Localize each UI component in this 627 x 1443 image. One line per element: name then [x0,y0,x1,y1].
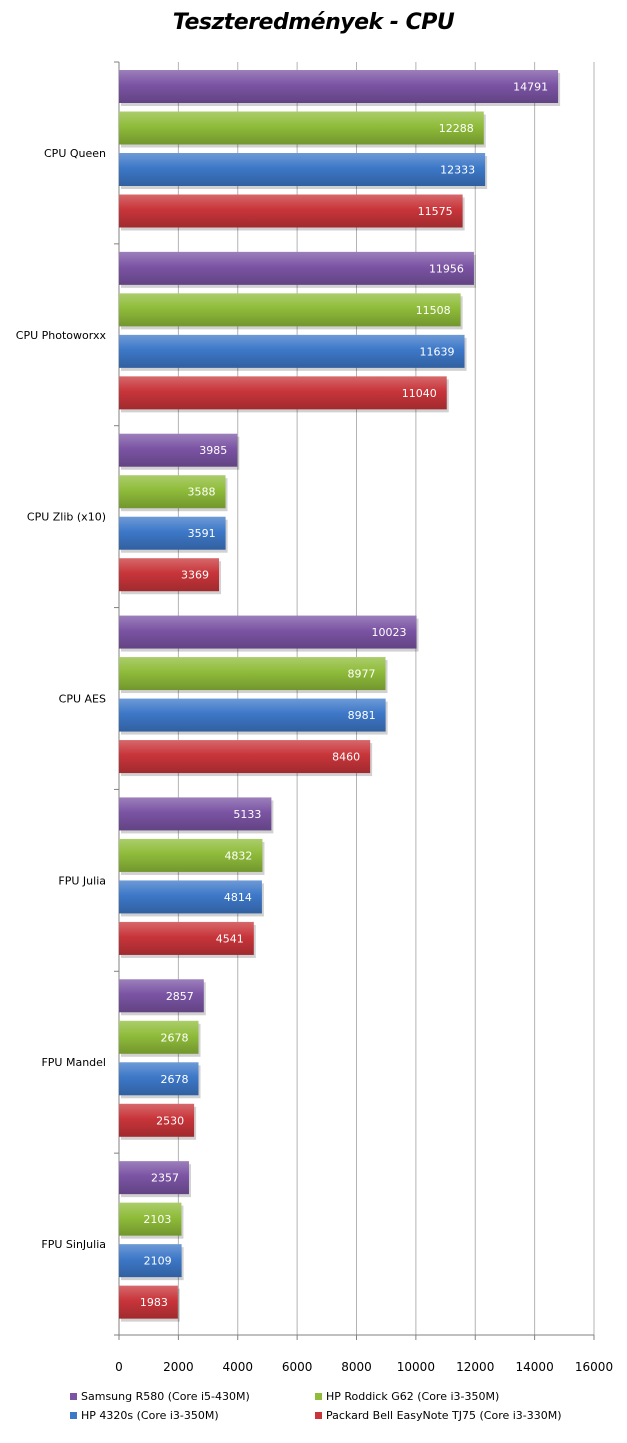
bar [119,615,417,649]
bar [119,1020,199,1054]
bar [119,979,204,1013]
category-label: CPU AES [59,693,106,706]
legend-entry: HP Roddick G62 (Core i3-350M) [315,1390,585,1403]
bar [119,1202,182,1236]
x-tick-label: 16000 [575,1360,613,1374]
bar [119,698,386,732]
data-label: 2857 [166,990,194,1003]
data-label: 2103 [143,1213,171,1226]
data-label: 3588 [188,486,216,499]
x-tick-label: 8000 [341,1360,372,1374]
data-label: 11639 [420,345,455,358]
x-tick-label: 2000 [163,1360,194,1374]
bar [119,880,262,914]
x-tick-label: 6000 [282,1360,313,1374]
legend-entry: Packard Bell EasyNote TJ75 (Core i3-330M… [315,1409,585,1422]
category-label: FPU Mandel [41,1056,106,1069]
data-label: 2678 [161,1031,189,1044]
legend: Samsung R580 (Core i5-430M) HP Roddick G6… [70,1390,610,1422]
bar [119,740,371,774]
category-label: FPU Julia [58,874,106,887]
bar [119,194,463,228]
x-tick-label: 14000 [516,1360,554,1374]
bar [119,111,484,145]
legend-label: Samsung R580 (Core i5-430M) [81,1390,250,1403]
bar [119,70,559,103]
x-tick-label: 10000 [397,1360,435,1374]
category-label: FPU SinJulia [41,1238,106,1251]
legend-entry: Samsung R580 (Core i5-430M) [70,1390,315,1403]
legend-swatch [315,1412,322,1419]
bar [119,657,386,691]
category-label: CPU Queen [44,147,106,160]
bar [119,153,486,186]
data-label: 12288 [439,122,474,135]
bar [119,558,220,592]
data-label: 8981 [348,709,376,722]
category-label: CPU Photoworxx [16,329,107,342]
labels: 0 2000 4000 6000 8000 10000 12000 14000 16000 CPU… [16,81,613,1375]
data-label: 3369 [181,569,209,582]
data-label: 11956 [429,262,464,275]
bar [119,838,263,872]
bar [119,516,226,550]
data-label: 11508 [416,304,451,317]
legend-label: HP 4320s (Core i3-350M) [81,1409,219,1422]
data-label: 4541 [216,932,244,945]
bar [119,293,461,327]
bar [119,921,254,955]
data-label: 2109 [144,1255,172,1268]
bar [119,376,447,410]
legend-entry: HP 4320s (Core i3-350M) [70,1409,315,1422]
data-label: 11575 [418,205,453,218]
data-label: 2678 [161,1073,189,1086]
legend-swatch [70,1412,77,1419]
bar [119,1062,199,1096]
data-label: 8977 [348,668,376,681]
data-label: 1983 [140,1296,168,1309]
data-label: 8460 [332,751,360,764]
data-label: 5133 [233,808,261,821]
x-tick-label: 4000 [222,1360,253,1374]
legend-label: HP Roddick G62 (Core i3-350M) [326,1390,500,1403]
legend-swatch [315,1393,322,1400]
data-label: 3591 [188,527,216,540]
x-tick-label: 0 [115,1360,123,1374]
data-label: 2530 [156,1114,184,1127]
bar [119,433,238,467]
data-label: 2357 [151,1172,179,1185]
bar [119,1285,178,1319]
data-label: 4814 [224,891,252,904]
data-label: 3985 [199,444,227,457]
data-label: 11040 [402,387,437,400]
bar [119,1161,189,1195]
chart-title: Teszteredmények - CPU [172,10,455,35]
x-tick-label: 12000 [456,1360,494,1374]
data-label: 10023 [372,626,407,639]
legend-swatch [70,1393,77,1400]
legend-label: Packard Bell EasyNote TJ75 (Core i3-330M… [326,1409,562,1422]
bar [119,797,272,831]
bar [119,475,226,509]
data-label: 12333 [440,164,475,177]
bar [119,334,465,368]
bar [119,1103,195,1137]
data-label: 14791 [513,81,548,94]
data-label: 4832 [224,849,252,862]
bar [119,1244,182,1278]
bar [119,251,474,285]
bars [119,70,561,1322]
category-label: CPU Zlib (x10) [27,511,106,524]
